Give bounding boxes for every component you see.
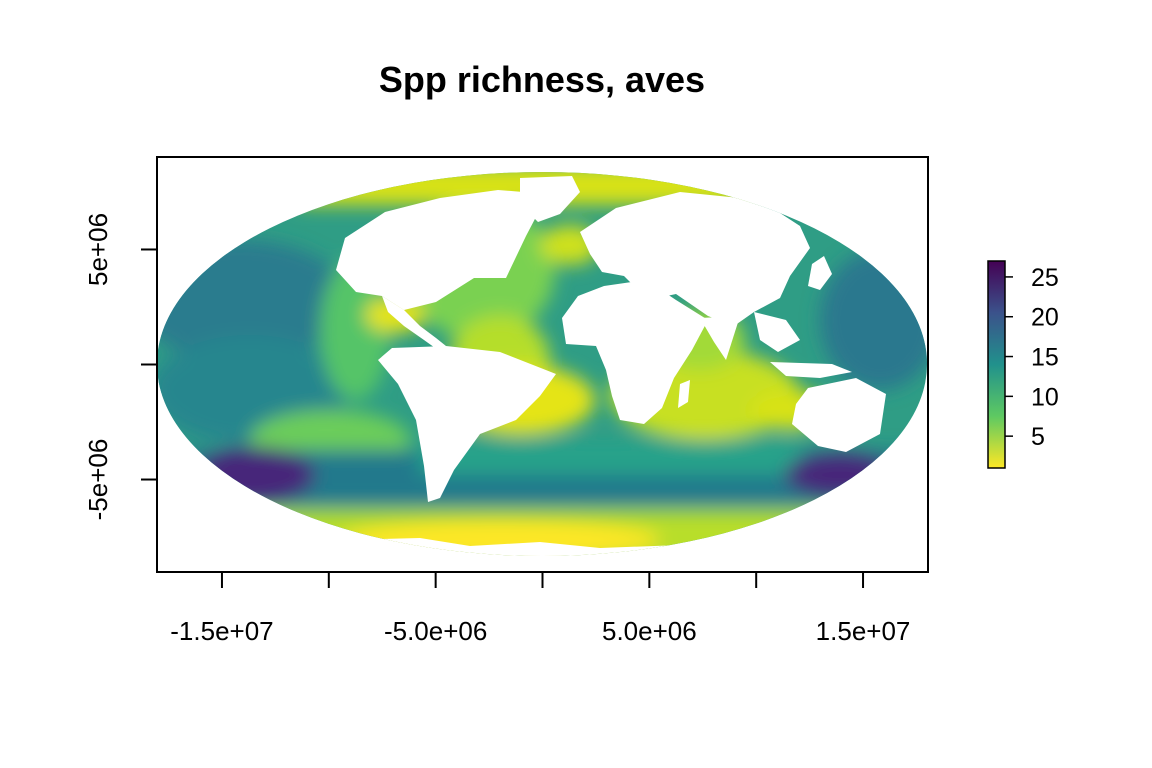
land-southeast-asia xyxy=(754,312,800,352)
land-japan xyxy=(808,256,832,290)
richness-patch-southern-band-atl xyxy=(420,440,800,475)
land-new-zealand xyxy=(900,432,914,462)
colorbar-ticks: 25 20 15 10 5 xyxy=(1005,264,1059,451)
land-central-america xyxy=(382,296,446,350)
x-tick-label: 5.0e+06 xyxy=(602,616,697,646)
x-tick-label: -1.5e+07 xyxy=(170,616,273,646)
land-india xyxy=(700,316,740,360)
legend-tick-label: 25 xyxy=(1031,264,1059,292)
colorbar-legend: 25 20 15 10 5 xyxy=(987,260,1059,469)
x-axis: -1.5e+07 -5.0e+06 5.0e+06 1.5e+07 xyxy=(170,572,910,646)
y-axis: 5e+06 -5e+06 xyxy=(83,213,157,520)
legend-tick-label: 5 xyxy=(1031,423,1045,451)
y-tick-label: 5e+06 xyxy=(83,213,113,286)
land-indonesia xyxy=(770,362,852,378)
richness-patch-sth-am-coast-green xyxy=(320,260,390,400)
legend-tick-label: 10 xyxy=(1031,383,1059,411)
colorbar-gradient xyxy=(987,260,1006,469)
richness-patch-tasman-hotspot xyxy=(785,453,895,497)
x-tick-label: 1.5e+07 xyxy=(816,616,911,646)
land-south-america xyxy=(378,346,556,502)
map-raster xyxy=(157,172,927,556)
land-australia xyxy=(792,378,886,452)
x-tick-label: -5.0e+06 xyxy=(384,616,487,646)
legend-tick-label: 20 xyxy=(1031,304,1059,332)
y-tick-label: -5e+06 xyxy=(83,439,113,521)
richness-patch-pacific-hotspot xyxy=(195,447,315,503)
land-africa xyxy=(562,280,708,424)
chart-title: Spp richness, aves xyxy=(379,59,705,100)
land-north-america xyxy=(336,190,548,310)
land-madagascar xyxy=(678,380,690,408)
legend-tick-label: 15 xyxy=(1031,344,1059,372)
land-europe-asia xyxy=(580,192,810,326)
land-greenland xyxy=(520,176,580,222)
